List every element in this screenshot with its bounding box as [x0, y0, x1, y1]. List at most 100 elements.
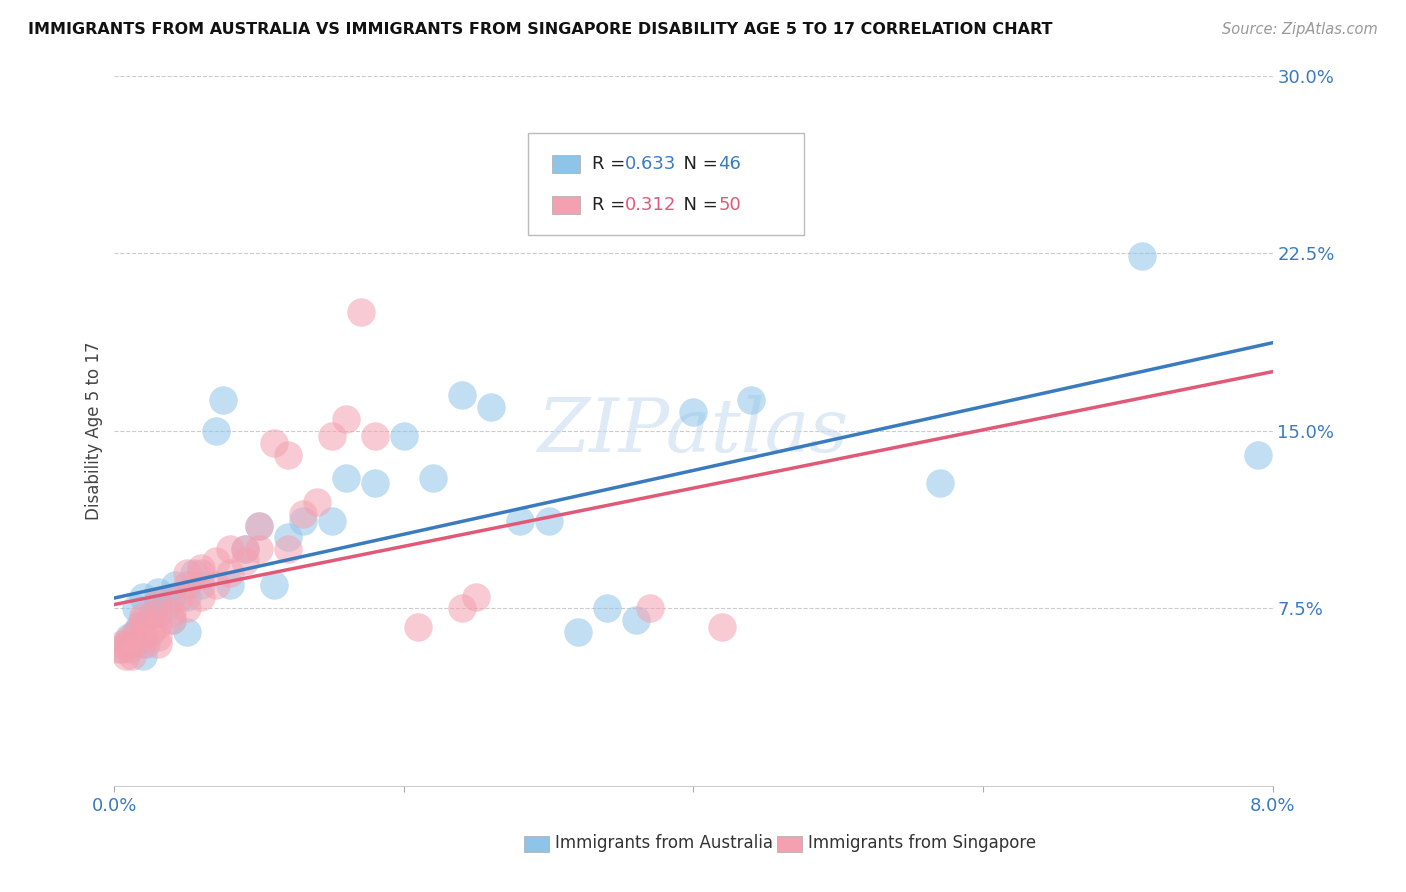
Point [277, 448, 299, 462]
Text: R =: R = [592, 155, 630, 173]
Point [277, 530, 299, 544]
Point [509, 514, 531, 528]
Point [115, 637, 138, 651]
Point [247, 518, 270, 533]
Point [153, 601, 176, 615]
Point [321, 428, 343, 442]
Point [146, 637, 169, 651]
Text: IMMIGRANTS FROM AUSTRALIA VS IMMIGRANTS FROM SINGAPORE DISABILITY AGE 5 TO 17 CO: IMMIGRANTS FROM AUSTRALIA VS IMMIGRANTS … [28, 22, 1053, 37]
Text: 0.633: 0.633 [626, 155, 676, 173]
Point [321, 514, 343, 528]
Text: N =: N = [672, 155, 723, 173]
Point [450, 388, 472, 402]
Point [132, 648, 155, 663]
Point [219, 566, 242, 580]
Point [132, 590, 155, 604]
Point [624, 613, 647, 627]
Point [132, 608, 155, 623]
Text: 50: 50 [718, 195, 741, 214]
Point [176, 625, 198, 640]
Point [146, 618, 169, 632]
Point [118, 637, 141, 651]
Point [364, 475, 387, 490]
Text: Immigrants from Singapore: Immigrants from Singapore [808, 834, 1036, 852]
Point [132, 618, 155, 632]
Point [682, 405, 704, 419]
Point [118, 630, 141, 644]
Text: ZIPatlas: ZIPatlas [538, 394, 849, 467]
Point [107, 641, 129, 656]
Point [118, 641, 141, 656]
Point [146, 594, 169, 608]
Point [291, 514, 314, 528]
Point [537, 514, 560, 528]
Point [162, 613, 184, 627]
Point [121, 648, 143, 663]
Point [291, 507, 314, 521]
Point [129, 618, 152, 632]
Point [176, 601, 198, 615]
Point [567, 625, 589, 640]
Point [364, 428, 387, 442]
Point [408, 620, 430, 634]
Point [204, 578, 226, 592]
Point [307, 495, 329, 509]
Point [146, 630, 169, 644]
Point [190, 590, 212, 604]
Text: Immigrants from Australia: Immigrants from Australia [554, 834, 773, 852]
Point [740, 392, 762, 407]
Point [335, 412, 357, 426]
Point [1130, 248, 1153, 262]
Point [263, 578, 285, 592]
Text: Source: ZipAtlas.com: Source: ZipAtlas.com [1222, 22, 1378, 37]
Point [176, 578, 198, 592]
Point [162, 613, 184, 627]
Point [711, 620, 734, 634]
Point [146, 606, 169, 620]
Point [595, 601, 617, 615]
Point [263, 435, 285, 450]
Point [125, 625, 148, 640]
Text: N =: N = [672, 195, 723, 214]
Point [125, 625, 148, 640]
Point [479, 400, 502, 414]
Point [118, 632, 141, 647]
Point [190, 561, 212, 575]
Point [132, 637, 155, 651]
Point [162, 606, 184, 620]
Point [111, 637, 134, 651]
Point [335, 471, 357, 485]
Point [190, 566, 212, 580]
Point [121, 637, 143, 651]
Text: R =: R = [592, 195, 630, 214]
Point [204, 424, 226, 438]
Point [392, 428, 415, 442]
Text: 0.312: 0.312 [626, 195, 676, 214]
Point [135, 637, 157, 651]
Point [125, 601, 148, 615]
Point [465, 590, 488, 604]
Point [928, 475, 950, 490]
Point [247, 518, 270, 533]
Point [176, 566, 198, 580]
Point [204, 554, 226, 568]
Point [139, 625, 162, 640]
Point [132, 613, 155, 627]
Point [422, 471, 444, 485]
Point [349, 305, 371, 319]
Point [277, 542, 299, 557]
Point [146, 585, 169, 599]
Point [132, 632, 155, 647]
Point [219, 578, 242, 592]
Point [233, 542, 256, 557]
Point [212, 392, 235, 407]
Point [162, 590, 184, 604]
Point [638, 601, 661, 615]
Point [139, 608, 162, 623]
Point [190, 578, 212, 592]
Point [176, 590, 198, 604]
Point [1247, 448, 1270, 462]
Point [111, 641, 134, 656]
Text: 46: 46 [718, 155, 741, 173]
Point [183, 566, 205, 580]
